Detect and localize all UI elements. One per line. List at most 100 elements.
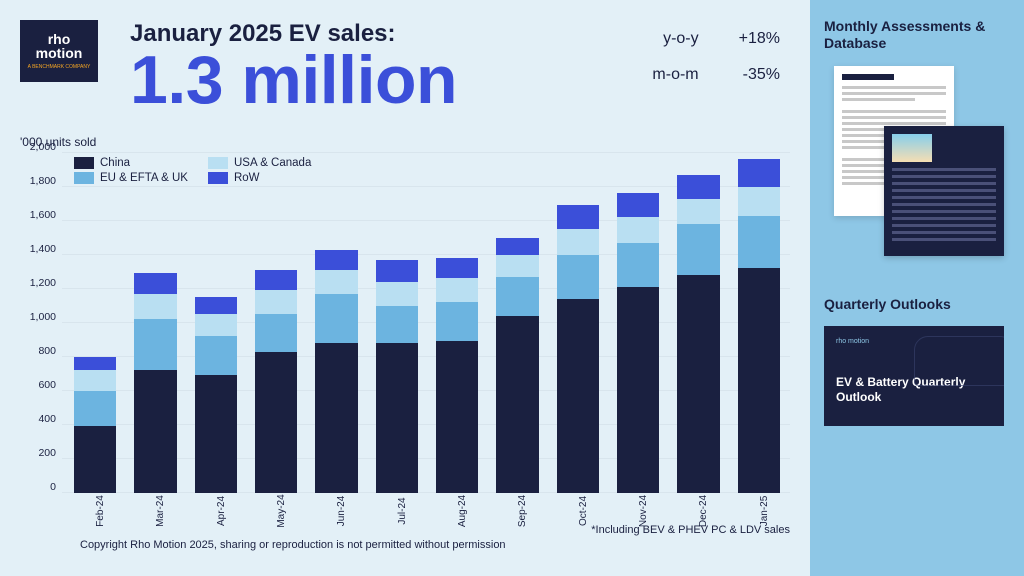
y-tick-label: 1,000 [18,311,56,323]
bar-segment [738,268,780,492]
legend-item: EU & EFTA & UK [74,172,188,184]
bar-segment [195,297,237,314]
bar-segment [255,290,297,314]
y-tick-label: 1,600 [18,209,56,221]
bar-column: Nov-24 [617,193,659,492]
chart-area: Feb-24 Mar-24 Apr-24 May-24 Jun-24 Jul-24 Aug-… [64,153,790,493]
chart: China USA & Canada EU & EFTA & UK RoW 0 200 4… [20,153,790,493]
bar-column: Dec-24 [677,175,719,493]
x-tick-label: Apr-24 [216,496,227,526]
bar-segment [315,250,357,270]
y-tick-label: 1,800 [18,175,56,187]
logo-line2: motion [36,46,83,61]
stat-value-yoy: +18% [739,30,780,48]
sidebar-section1-title: Monthly Assessments & Database [824,18,1010,52]
bar-column: Aug-24 [436,258,478,493]
legend-swatch [208,157,228,169]
y-tick-label: 200 [18,447,56,459]
bar-segment [436,278,478,302]
bar-column: May-24 [255,270,297,493]
bar-segment [74,426,116,492]
bar-column: Jan-25 [738,159,780,492]
sidebar-section2-title: Quarterly Outlooks [824,296,1010,313]
bar-segment [738,187,780,216]
bar-column: Feb-24 [74,357,116,493]
bar-segment [376,282,418,306]
bar-column: Jul-24 [376,260,418,493]
bar-segment [436,258,478,278]
legend-label: USA & Canada [234,157,311,169]
bar-segment [677,199,719,225]
bar-segment [617,193,659,217]
bar-segment [315,343,357,493]
legend-label: EU & EFTA & UK [100,172,188,184]
bar-column: Oct-24 [557,205,599,492]
legend: China USA & Canada EU & EFTA & UK RoW [74,157,311,184]
title-block: January 2025 EV sales: 1.3 million [130,20,457,113]
bar-segment [557,299,599,493]
bar-segment [496,255,538,277]
bar-segment [74,370,116,390]
legend-swatch [74,157,94,169]
bar-segment [677,224,719,275]
bar-column: Apr-24 [195,297,237,492]
logo-subtitle: A BENCHMARK COMPANY [28,65,91,70]
x-tick-label: Jan-25 [759,495,770,526]
x-tick-label: Sep-24 [517,494,528,526]
legend-label: China [100,157,130,169]
bar-segment [134,294,176,320]
bar-segment [617,243,659,287]
bar-segment [195,314,237,336]
doc-thumbnail-2 [884,126,1004,256]
logo-line1: rho [48,32,71,47]
x-tick-label: Mar-24 [155,495,166,527]
stats-grid: y-o-y +18% m-o-m -35% [652,30,780,84]
bar-segment [496,277,538,316]
y-tick-label: 400 [18,413,56,425]
bar-column: Mar-24 [134,273,176,492]
legend-item: USA & Canada [208,157,311,169]
legend-swatch [208,172,228,184]
x-tick-label: Aug-24 [457,494,468,526]
x-tick-label: Dec-24 [698,494,709,526]
legend-swatch [74,172,94,184]
bar-segment [134,273,176,293]
main-panel: rho motion A BENCHMARK COMPANY January 2… [0,0,810,576]
x-tick-label: May-24 [276,494,287,527]
sidebar: Monthly Assessments & Database Quarterly… [810,0,1024,576]
bar-segment [315,270,357,294]
bar-segment [738,216,780,269]
y-tick-label: 0 [18,481,56,493]
bar-segment [557,229,599,255]
bar-segment [134,319,176,370]
legend-item: RoW [208,172,311,184]
bar-segment [496,238,538,255]
bar-segment [195,375,237,492]
bar-segment [255,314,297,351]
x-tick-label: Nov-24 [638,494,649,526]
x-tick-label: Feb-24 [95,495,106,527]
x-tick-label: Jun-24 [336,495,347,526]
bar-segment [677,275,719,493]
y-tick-label: 800 [18,345,56,357]
y-tick-label: 1,400 [18,243,56,255]
bar-segment [617,217,659,243]
bar-segment [255,352,297,493]
y-tick-label: 1,200 [18,277,56,289]
legend-item: China [74,157,188,169]
bar-segment [376,343,418,493]
bar-column: Jun-24 [315,250,357,493]
copyright: Copyright Rho Motion 2025, sharing or re… [80,539,790,551]
bar-segment [255,270,297,290]
doc-thumbnails [824,66,1010,266]
chart-footnote: *Including BEV & PHEV PC & LDV sales [591,524,790,536]
bar-segment [195,336,237,375]
bar-segment [496,316,538,493]
bar-segment [134,370,176,492]
stat-value-mom: -35% [739,66,780,84]
bar-segment [617,287,659,493]
bar-segment [557,205,599,229]
x-tick-label: Jul-24 [397,497,408,524]
logo: rho motion A BENCHMARK COMPANY [20,20,98,82]
yaxis-title: '000 units sold [20,135,790,149]
